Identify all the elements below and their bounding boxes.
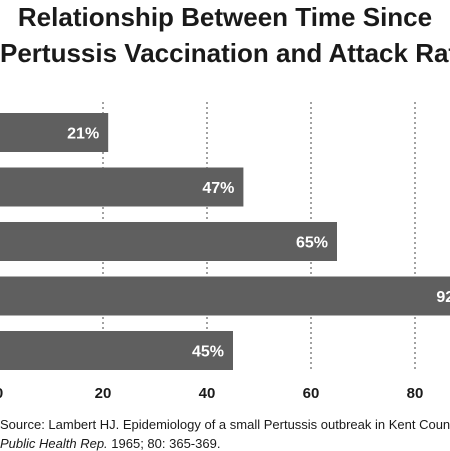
bar <box>0 167 244 207</box>
bar-value-label: 65% <box>296 235 328 252</box>
bars <box>0 113 450 370</box>
bar-value-labels: 21% 47% 65% 92% 45% <box>67 126 450 361</box>
bar-value-label: 21% <box>67 126 99 143</box>
source-citation-rest: 1965; 80: 365-369. <box>107 436 221 451</box>
x-tick-label: 20 <box>95 385 112 402</box>
source-journal: Public Health Rep. <box>0 436 108 451</box>
chart-title-line-2: Pertussis Vaccination and Attack Rate <box>0 38 450 68</box>
bar-value-label: 45% <box>192 344 224 361</box>
x-tick-label: 0 <box>0 385 3 402</box>
bar <box>0 222 337 261</box>
x-axis-ticks: 020406080100 <box>0 385 424 402</box>
x-tick-label: 40 <box>199 385 216 402</box>
source-citation-line-2: Public Health Rep. 1965; 80: 365-369. <box>0 437 450 450</box>
chart-title-line-1: Relationship Between Time Since <box>17 2 433 32</box>
bar-value-label: 47% <box>202 180 234 197</box>
bar <box>0 331 233 370</box>
bar-value-label: 92% <box>436 289 450 306</box>
x-tick-label: 80 <box>407 385 424 402</box>
bar <box>0 113 109 152</box>
source-citation-line-1: Source: Lambert HJ. Epidemiology of a sm… <box>0 417 450 432</box>
x-tick-label: 60 <box>303 385 320 402</box>
bar-chart: 21%47%65%92%45% 020406080100 <box>0 102 450 402</box>
bar <box>0 276 450 316</box>
